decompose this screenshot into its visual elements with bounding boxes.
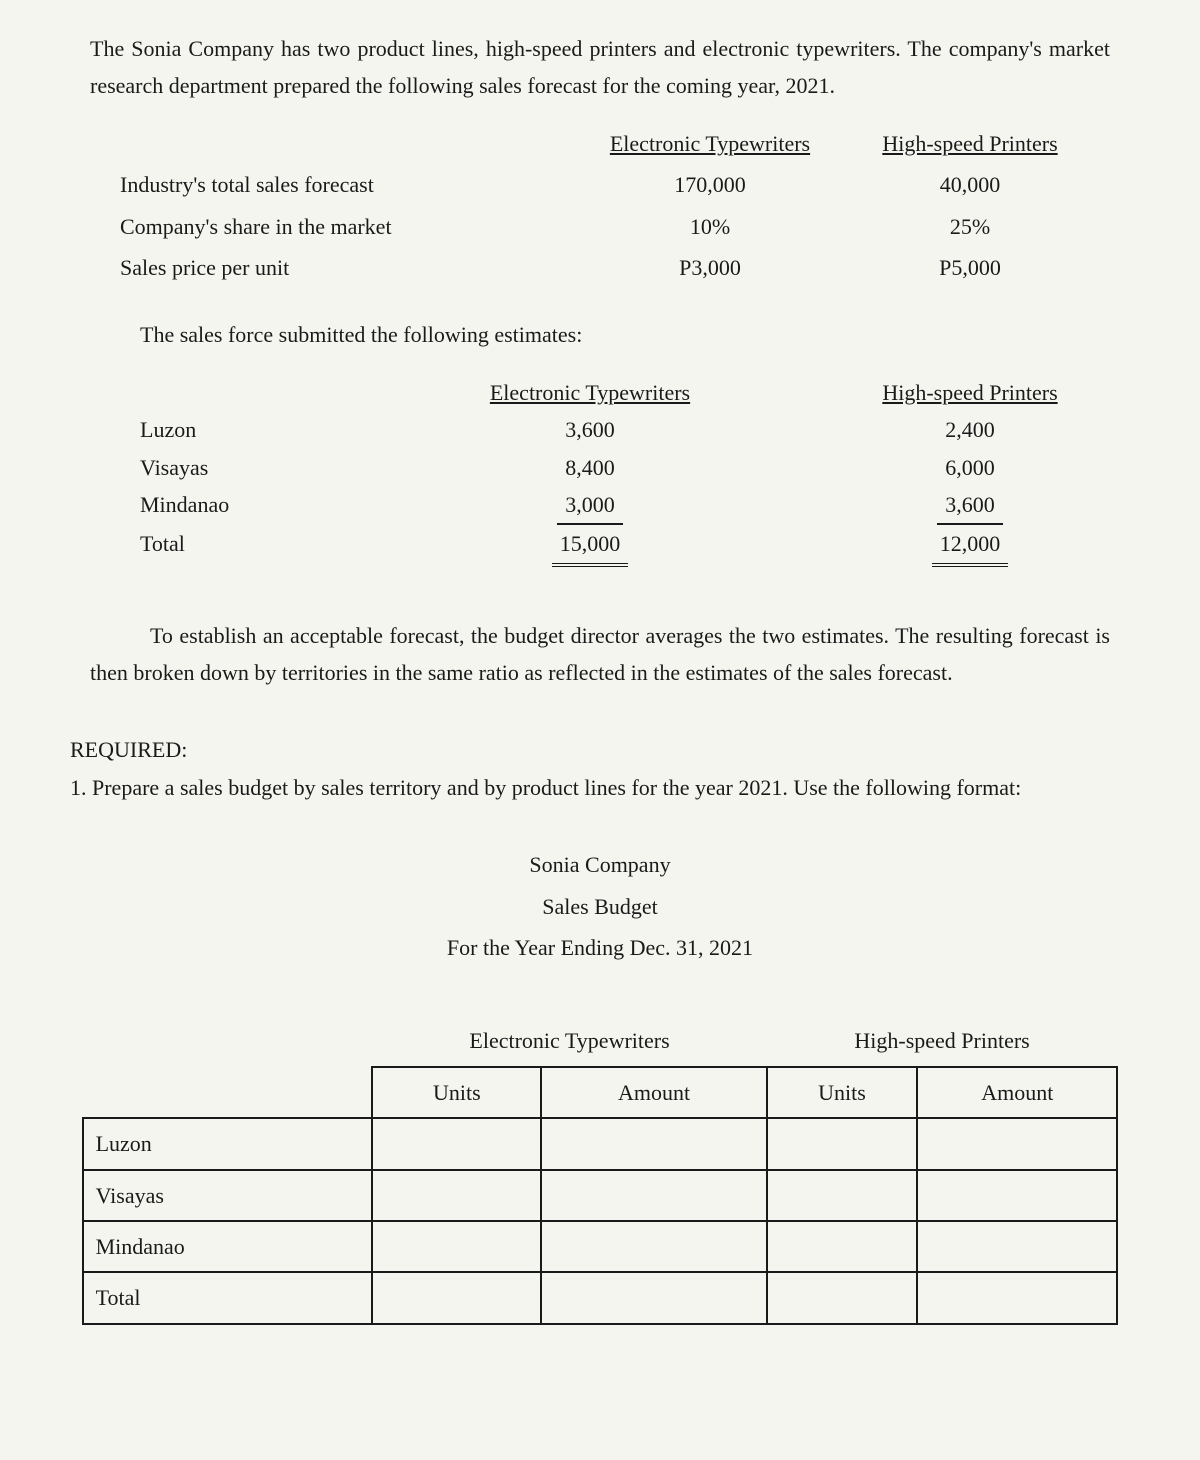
estimates-cell: 6,000 [840, 449, 1100, 486]
forecast-cell: P3,000 [580, 249, 840, 286]
estimates-header-2: High-speed Printers [840, 374, 1100, 411]
forecast-cell: 40,000 [840, 166, 1100, 203]
required-item: 1. Prepare a sales budget by sales terri… [70, 769, 1130, 806]
establish-text: To establish an acceptable forecast, the… [90, 617, 1110, 692]
budget-cell [767, 1221, 917, 1272]
estimates-row-label: Mindanao [140, 486, 340, 525]
forecast-header-1: Electronic Typewriters [580, 125, 840, 162]
budget-cell [917, 1221, 1117, 1272]
budget-company: Sonia Company [60, 846, 1140, 883]
estimates-header-1: Electronic Typewriters [460, 374, 720, 411]
estimates-row-label: Luzon [140, 411, 340, 448]
forecast-cell: 25% [840, 208, 1100, 245]
budget-cell [541, 1272, 766, 1323]
budget-group-2: High-speed Printers [767, 1016, 1118, 1066]
estimates-cell: 8,400 [460, 449, 720, 486]
estimates-cell: 3,600 [460, 411, 720, 448]
required-section: REQUIRED: 1. Prepare a sales budget by s… [60, 731, 1140, 806]
forecast-table: Electronic Typewriters High-speed Printe… [60, 125, 1140, 287]
budget-period: For the Year Ending Dec. 31, 2021 [60, 929, 1140, 966]
estimates-row-label: Total [140, 525, 340, 566]
budget-row-label: Luzon [83, 1118, 373, 1169]
forecast-header-2: High-speed Printers [840, 125, 1100, 162]
forecast-row-label: Company's share in the market [120, 208, 580, 245]
budget-cell [767, 1118, 917, 1169]
budget-cell [372, 1170, 541, 1221]
budget-cell [767, 1170, 917, 1221]
budget-cell [767, 1272, 917, 1323]
sales-force-intro: The sales force submitted the following … [140, 316, 1110, 353]
blank-label [140, 374, 340, 411]
budget-row-label: Mindanao [83, 1221, 373, 1272]
forecast-cell: 170,000 [580, 166, 840, 203]
required-title: REQUIRED: [70, 731, 1130, 768]
blank-label [120, 125, 580, 162]
budget-cell [541, 1170, 766, 1221]
budget-cell [541, 1118, 766, 1169]
budget-sub-units: Units [767, 1067, 917, 1118]
budget-sub-amount: Amount [541, 1067, 766, 1118]
forecast-cell: 10% [580, 208, 840, 245]
forecast-cell: P5,000 [840, 249, 1100, 286]
blank-cell [83, 1067, 373, 1118]
budget-group-1: Electronic Typewriters [372, 1016, 766, 1066]
budget-cell [372, 1272, 541, 1323]
estimates-cell: 15,000 [460, 525, 720, 566]
budget-header: Sonia Company Sales Budget For the Year … [60, 846, 1140, 966]
forecast-row-label: Industry's total sales forecast [120, 166, 580, 203]
budget-sub-amount: Amount [917, 1067, 1117, 1118]
blank-cell [83, 1016, 373, 1066]
estimates-row-label: Visayas [140, 449, 340, 486]
budget-sub-units: Units [372, 1067, 541, 1118]
forecast-row-label: Sales price per unit [120, 249, 580, 286]
budget-cell [541, 1221, 766, 1272]
estimates-cell: 3,000 [460, 486, 720, 525]
estimates-cell: 3,600 [840, 486, 1100, 525]
budget-cell [917, 1118, 1117, 1169]
budget-table: Electronic Typewriters High-speed Printe… [82, 1016, 1119, 1324]
estimates-cell: 12,000 [840, 525, 1100, 566]
estimates-cell: 2,400 [840, 411, 1100, 448]
intro-paragraph: The Sonia Company has two product lines,… [60, 30, 1140, 105]
budget-cell [372, 1118, 541, 1169]
estimates-table: Electronic Typewriters High-speed Printe… [140, 374, 1100, 567]
budget-cell [917, 1170, 1117, 1221]
budget-title: Sales Budget [60, 888, 1140, 925]
budget-cell [372, 1221, 541, 1272]
budget-row-label: Visayas [83, 1170, 373, 1221]
budget-row-label: Total [83, 1272, 373, 1323]
budget-cell [917, 1272, 1117, 1323]
